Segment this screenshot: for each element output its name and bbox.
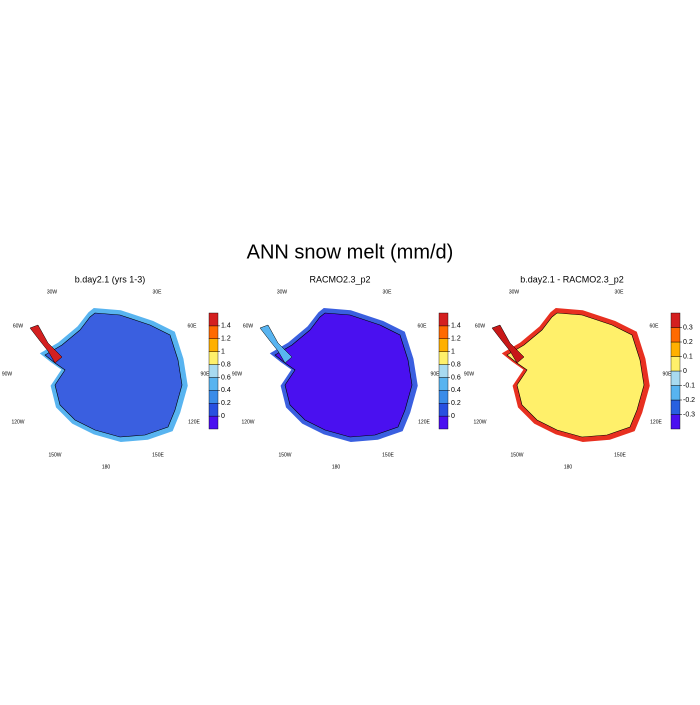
longitude-label: 30W [47, 289, 58, 295]
colorbar-tick-label: 0.4 [451, 387, 461, 394]
colorbar-band [438, 312, 449, 327]
colorbar-band [208, 390, 219, 404]
colorbar-tick-label: 1.2 [451, 336, 461, 343]
colorbar-band [438, 415, 449, 430]
longitude-label: 120E [418, 419, 430, 425]
colorbar-tick-label: 0 [221, 413, 225, 420]
colorbar-tick-label: 0.8 [451, 361, 461, 368]
longitude-label: 120W [11, 419, 24, 425]
ice-sheet [44, 312, 183, 438]
longitude-label: 150E [614, 452, 626, 458]
longitude-label: 90E [431, 371, 441, 377]
panel-title: b.day2.1 - RACMO2.3_p2 [520, 274, 624, 284]
longitude-label: 60E [188, 323, 198, 329]
colorbar-tick-label: -0.1 [683, 382, 695, 389]
panel-title: b.day2.1 (yrs 1-3) [75, 274, 146, 284]
colorbar-band [670, 385, 681, 401]
colorbar-band [438, 377, 449, 391]
longitude-label: 120W [473, 419, 486, 425]
colorbar-tick-label: 0.1 [683, 353, 693, 360]
colorbar-band [208, 325, 219, 339]
colorbar-tick-label: 0.2 [683, 339, 693, 346]
colorbar-tick-label: 0.4 [221, 387, 231, 394]
peninsula [259, 324, 293, 364]
longitude-label: 90W [464, 371, 475, 377]
colorbar-tick-label: 0.3 [683, 324, 693, 331]
colorbar-band [438, 325, 449, 339]
colorbar-tick-label: 0.2 [221, 400, 231, 407]
longitude-label: 30W [509, 289, 520, 295]
longitude-label: 60W [475, 323, 486, 329]
longitude-label: 30E [615, 289, 625, 295]
longitude-label: 180 [564, 464, 573, 470]
longitude-label: 30E [383, 289, 393, 295]
colorbar-tick-label: 0.2 [451, 400, 461, 407]
colorbar-tick-label: 1 [221, 349, 225, 356]
colorbar-band [208, 403, 219, 417]
colorbar-tick-label: 0 [451, 413, 455, 420]
longitude-label: 90E [201, 371, 211, 377]
colorbar-tick-label: 0.6 [221, 374, 231, 381]
figure-title: ANN snow melt (mm/d) [247, 241, 454, 263]
colorbar-tick-label: -0.2 [683, 397, 695, 404]
colorbar-tick-label: 1.4 [221, 323, 231, 330]
colorbar-band [670, 414, 681, 430]
peninsula [29, 324, 63, 364]
longitude-label: 90W [232, 371, 243, 377]
longitude-label: 120W [241, 419, 254, 425]
colorbar-band [438, 351, 449, 365]
longitude-label: 30E [153, 289, 163, 295]
colorbar-tick-label: 1.2 [221, 336, 231, 343]
colorbar-tick-label: 0.8 [221, 361, 231, 368]
colorbar-band [438, 338, 449, 352]
colorbar-band [670, 312, 681, 328]
longitude-label: 90W [2, 371, 13, 377]
longitude-label: 90E [663, 371, 673, 377]
colorbar-band [670, 356, 681, 372]
ice-sheet [274, 312, 413, 438]
longitude-label: 150E [382, 452, 394, 458]
colorbar-tick-label: 1 [451, 349, 455, 356]
colorbar-tick-label: 0 [683, 368, 687, 375]
colorbar-band [670, 370, 681, 386]
peninsula [491, 324, 525, 364]
colorbar-band [438, 364, 449, 378]
ice-sheet [506, 312, 645, 438]
colorbar-tick-label: -0.3 [683, 411, 695, 418]
colorbar-band [208, 364, 219, 378]
longitude-label: 120E [188, 419, 200, 425]
longitude-label: 150E [152, 452, 164, 458]
colorbar-band [208, 415, 219, 430]
colorbar-band [670, 399, 681, 415]
colorbar-tick-label: 1.4 [451, 323, 461, 330]
longitude-label: 60W [13, 323, 24, 329]
colorbar-band [208, 312, 219, 327]
colorbar-band [208, 351, 219, 365]
colorbar-band [208, 377, 219, 391]
longitude-label: 150W [48, 452, 61, 458]
longitude-label: 180 [102, 464, 111, 470]
colorbar-band [670, 341, 681, 357]
longitude-label: 150W [278, 452, 291, 458]
colorbar-band [438, 403, 449, 417]
longitude-label: 60W [243, 323, 254, 329]
colorbar-band [438, 390, 449, 404]
colorbar-tick-label: 0.6 [451, 374, 461, 381]
longitude-label: 60E [418, 323, 428, 329]
longitude-label: 60E [650, 323, 660, 329]
longitude-label: 150W [510, 452, 523, 458]
panel-title: RACMO2.3_p2 [309, 274, 370, 284]
colorbar-band [670, 327, 681, 343]
longitude-label: 180 [332, 464, 341, 470]
longitude-label: 30W [277, 289, 288, 295]
longitude-label: 120E [650, 419, 662, 425]
colorbar-band [208, 338, 219, 352]
